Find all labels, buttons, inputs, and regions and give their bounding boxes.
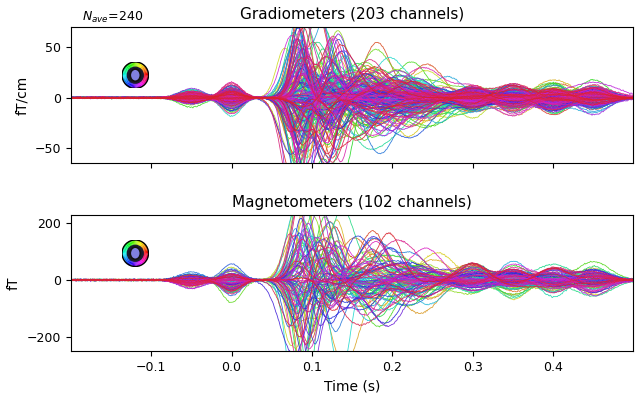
Y-axis label: fT/cm: fT/cm	[15, 76, 29, 115]
Title: Magnetometers (102 channels): Magnetometers (102 channels)	[232, 194, 472, 210]
Title: Gradiometers (203 channels): Gradiometers (203 channels)	[240, 7, 464, 22]
Y-axis label: fT: fT	[7, 276, 21, 290]
Text: $N_{ave}$=240: $N_{ave}$=240	[82, 10, 143, 24]
X-axis label: Time (s): Time (s)	[324, 379, 380, 393]
